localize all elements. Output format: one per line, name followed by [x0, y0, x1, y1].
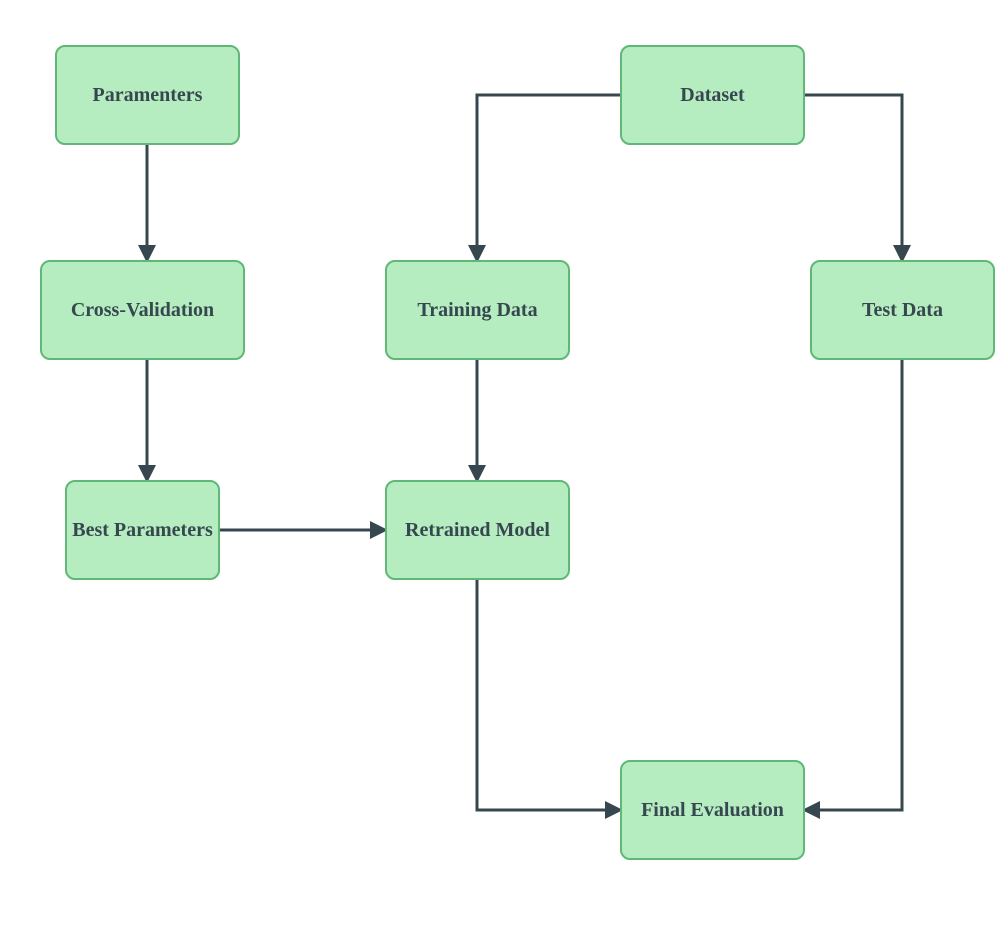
node-cross-validation: Cross-Validation [40, 260, 245, 360]
node-best-parameters: Best Parameters [65, 480, 220, 580]
node-test-data: Test Data [810, 260, 995, 360]
edge-dataset-to-training-data [477, 95, 620, 260]
edge-retrained-model-to-final-evaluation [477, 580, 620, 810]
edge-dataset-to-test-data [805, 95, 902, 260]
edge-test-data-to-final-evaluation [805, 360, 902, 810]
node-final-evaluation: Final Evaluation [620, 760, 805, 860]
node-dataset: Dataset [620, 45, 805, 145]
node-parameters: Paramenters [55, 45, 240, 145]
node-retrained-model: Retrained Model [385, 480, 570, 580]
node-training-data: Training Data [385, 260, 570, 360]
